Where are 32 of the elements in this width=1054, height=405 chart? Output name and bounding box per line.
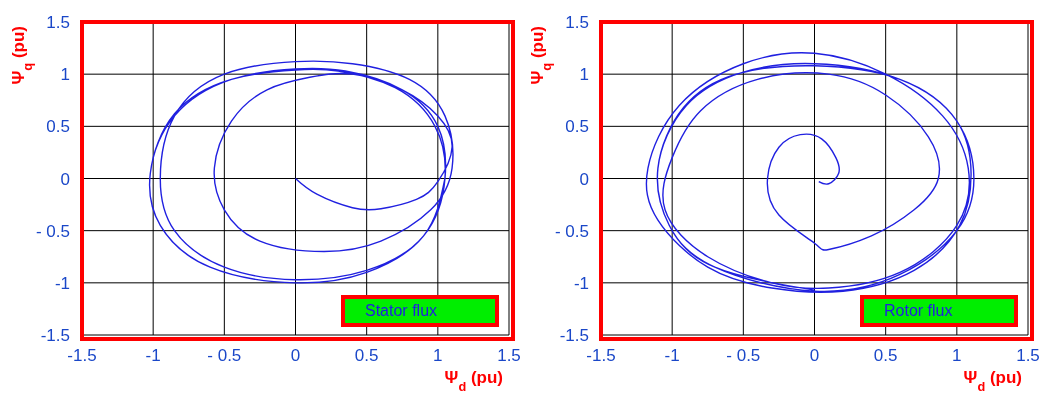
y-tick-label: 1 — [579, 65, 589, 85]
y-tick-label: -1.5 — [40, 326, 70, 346]
y-tick-label: 0.5 — [46, 117, 70, 137]
x-tick-label: 0 — [290, 346, 301, 366]
y-tick-label: 1 — [60, 65, 70, 85]
x-tick-label: - 0.5 — [207, 346, 242, 366]
x-tick-label: 0 — [809, 346, 820, 366]
y-tick-label: 0.5 — [565, 117, 589, 137]
x-tick-label: 0.5 — [354, 346, 379, 366]
legend-box: Rotor flux — [860, 295, 1018, 327]
x-tick-label: 1.5 — [1016, 346, 1040, 366]
line-series — [148, 60, 453, 284]
x-tick-label: -1 — [145, 346, 161, 366]
line-series — [646, 52, 975, 293]
x-tick-label: -1 — [664, 346, 680, 366]
x-tick-label: - 0.5 — [726, 346, 761, 366]
x-tick-label: 0.5 — [873, 346, 898, 366]
x-tick-label: 1 — [952, 346, 962, 366]
x-tick-label: 1.5 — [497, 346, 521, 366]
y-tick-label: 1.5 — [565, 13, 589, 33]
x-axis-title: Ψ$_{d}$ (pu) — [963, 368, 1022, 394]
y-tick-label: -1 — [573, 273, 589, 293]
legend-box: Stator flux — [341, 295, 499, 327]
y-tick-label: - 0.5 — [35, 221, 70, 241]
y-tick-label: 0 — [60, 169, 70, 189]
y-tick-label: 1.5 — [46, 13, 70, 33]
y-tick-label: - 0.5 — [554, 221, 589, 241]
x-axis-title: Ψ$_{d}$ (pu) — [444, 368, 503, 394]
y-tick-label: -1 — [54, 273, 70, 293]
y-tick-label: -1.5 — [559, 326, 589, 346]
y-tick-label: 0 — [579, 169, 589, 189]
x-tick-label: 1 — [433, 346, 443, 366]
